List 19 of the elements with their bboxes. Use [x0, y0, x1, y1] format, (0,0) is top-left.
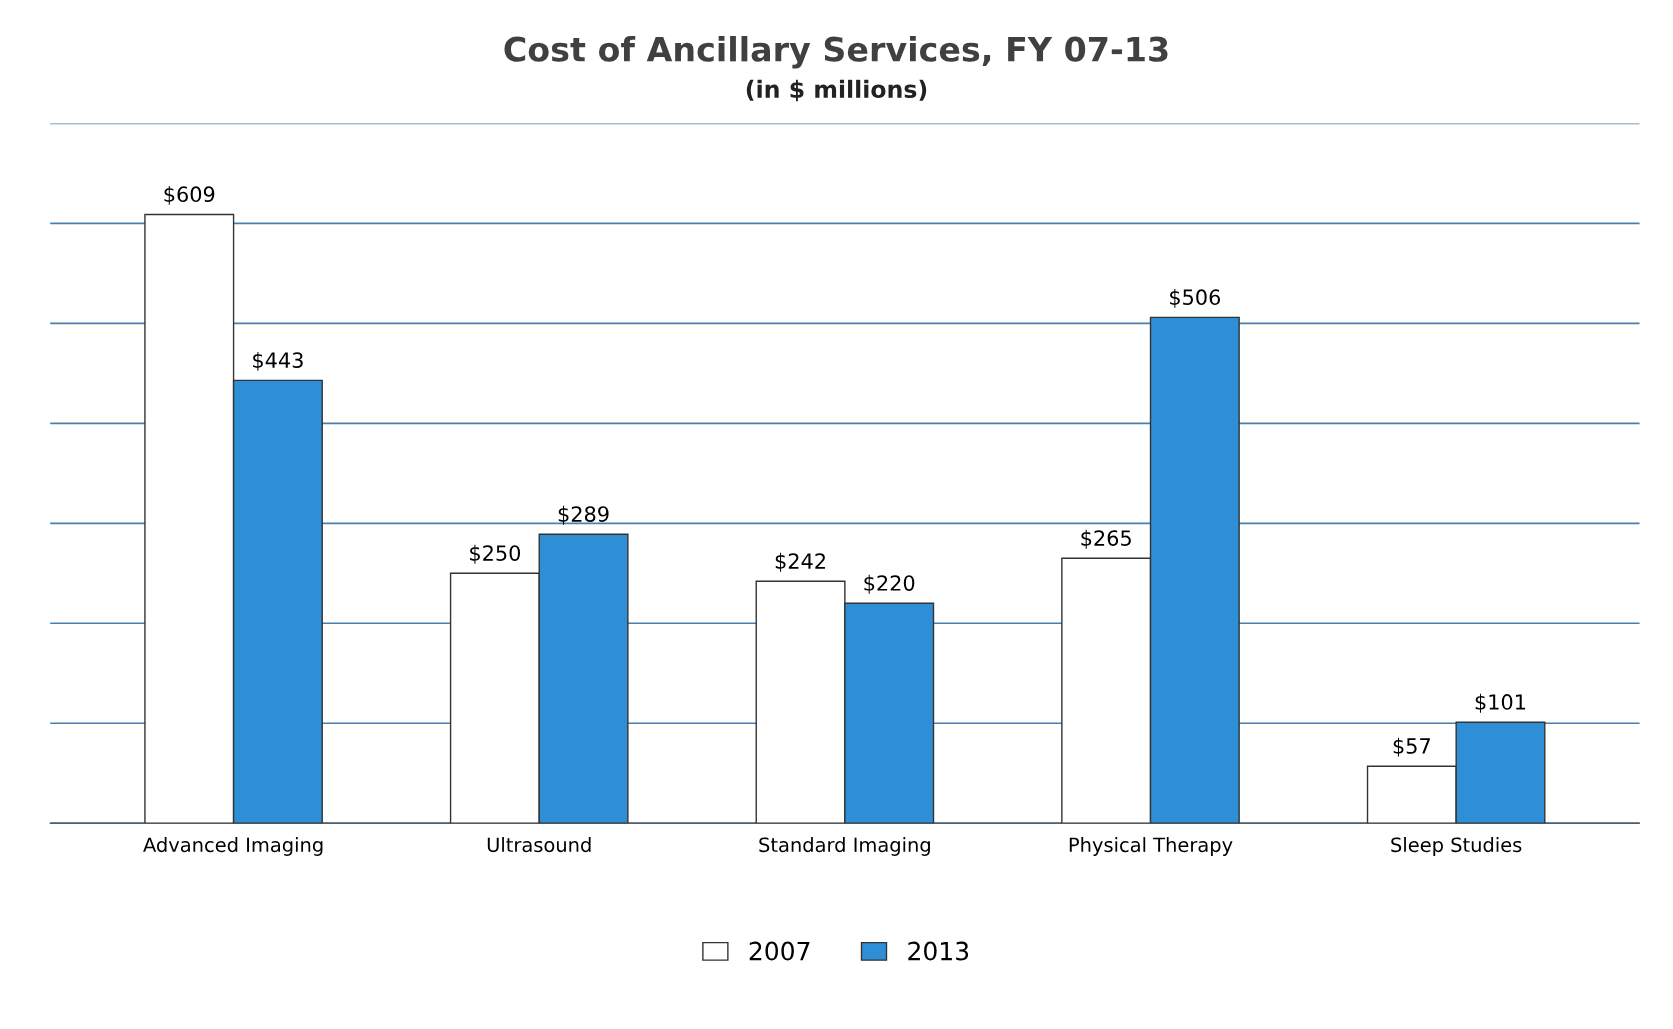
- data-label: $506: [1170, 288, 1221, 308]
- data-label: $242: [775, 552, 825, 572]
- x-tick-label: Sleep Studies: [1391, 837, 1522, 856]
- data-label: $220: [864, 574, 915, 594]
- legend-label: 2013: [908, 941, 969, 961]
- data-label: $250: [470, 544, 521, 564]
- x-tick-label: Physical Therapy: [1069, 837, 1233, 856]
- data-label: $57: [1393, 737, 1430, 757]
- data-label: $101: [1475, 693, 1526, 713]
- data-label: $443: [253, 351, 303, 371]
- data-label: $289: [558, 505, 609, 525]
- x-tick-label: Advanced Imaging: [143, 837, 323, 856]
- x-tick-label: Ultrasound: [487, 837, 591, 853]
- chart-title: Cost of Ancillary Services, FY 07-13: [504, 36, 1168, 69]
- legend-label: 2007: [749, 941, 810, 961]
- x-tick-label: Standard Imaging: [759, 837, 930, 856]
- chart-subtitle: (in $ millions): [746, 79, 927, 102]
- data-label: $265: [1081, 529, 1131, 549]
- data-label: $609: [164, 185, 215, 205]
